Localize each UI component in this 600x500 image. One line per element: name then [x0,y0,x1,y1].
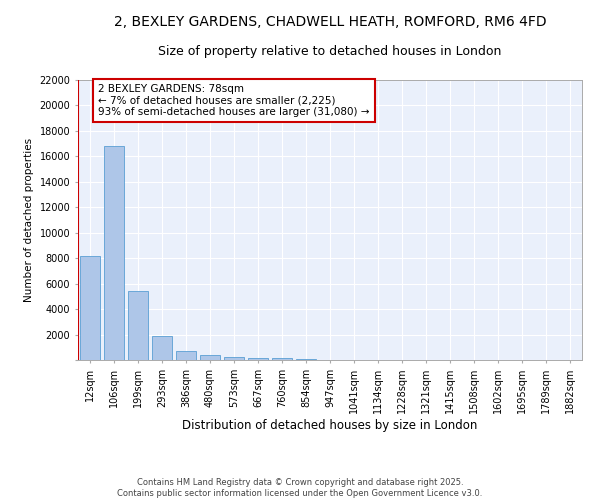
Bar [104,146,124,360]
Bar [224,357,244,360]
Bar [152,336,172,360]
Bar [128,290,148,360]
Text: Size of property relative to detached houses in London: Size of property relative to detached ho… [158,45,502,58]
Text: Contains HM Land Registry data © Crown copyright and database right 2025.
Contai: Contains HM Land Registry data © Crown c… [118,478,482,498]
Text: 2, BEXLEY GARDENS, CHADWELL HEATH, ROMFORD, RM6 4FD: 2, BEXLEY GARDENS, CHADWELL HEATH, ROMFO… [113,15,547,29]
Bar [200,355,220,360]
Bar [272,358,292,360]
Text: 2 BEXLEY GARDENS: 78sqm
← 7% of detached houses are smaller (2,225)
93% of semi-: 2 BEXLEY GARDENS: 78sqm ← 7% of detached… [98,84,370,117]
Bar [80,256,100,360]
Bar [176,351,196,360]
Y-axis label: Number of detached properties: Number of detached properties [24,138,34,302]
Bar [248,358,268,360]
X-axis label: Distribution of detached houses by size in London: Distribution of detached houses by size … [182,418,478,432]
Bar [296,358,316,360]
